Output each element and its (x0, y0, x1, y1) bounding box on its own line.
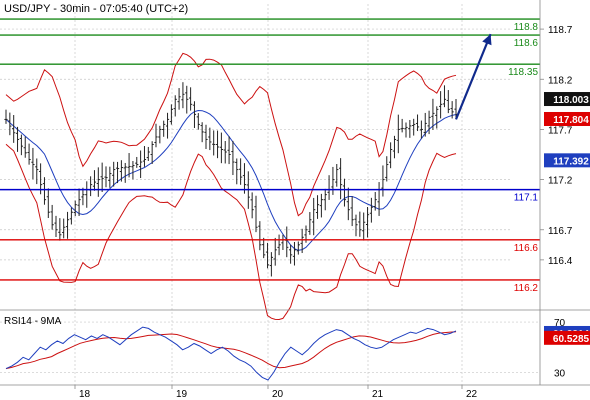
chart-title: USD/JPY - 30min - 07:05:40 (UTC+2) (4, 3, 188, 15)
upper-band-badge-bg (544, 111, 590, 126)
price-tick-label: 117.2 (548, 176, 573, 187)
ma-badge: 117.392 (553, 156, 589, 167)
resistance-118-35-label: 118.35 (508, 67, 538, 78)
price-tick-label: 117.7 (548, 125, 573, 136)
pivot-117-1-label: 117.1 (514, 193, 539, 204)
upper-band-line (5, 52, 457, 217)
price-tick-label: 118.7 (548, 25, 573, 36)
price-tick-label: 116.7 (548, 226, 573, 237)
lower-band-line (5, 143, 457, 321)
last-price-badge: 118.003 (553, 95, 589, 106)
forecast-arrow-head (482, 34, 492, 46)
x-tick-label: 21 (372, 389, 384, 400)
x-tick-label: 20 (272, 389, 284, 400)
x-tick-label: 19 (176, 389, 188, 400)
rsi-ma-badge: 60.5285 (553, 334, 590, 345)
last-price-badge-bg (544, 92, 590, 107)
x-tick-label: 22 (466, 389, 478, 400)
support-116-6-label: 116.6 (514, 243, 539, 254)
rsi-ma-badge-bg (544, 330, 590, 345)
ma-badge-bg (544, 153, 590, 168)
upper-band-badge: 117.804 (553, 115, 589, 126)
rsi-tick-label: 30 (554, 368, 566, 379)
x-tick-label: 18 (79, 389, 91, 400)
forecast-arrow-line (454, 33, 492, 120)
price-tick-label: 116.4 (548, 256, 573, 267)
moving-average-line (5, 109, 457, 251)
support-116-2-label: 116.2 (514, 283, 539, 294)
rsi-ma-line (5, 331, 457, 370)
resistance-118-8-label: 118.8 (514, 22, 539, 33)
rsi-title: RSI14 - 9MA (4, 316, 62, 327)
resistance-118-6-label: 118.6 (514, 38, 539, 49)
rsi-tick-label: 70 (554, 318, 566, 329)
rsi-line (5, 326, 457, 381)
price-tick-label: 118.2 (548, 75, 573, 86)
